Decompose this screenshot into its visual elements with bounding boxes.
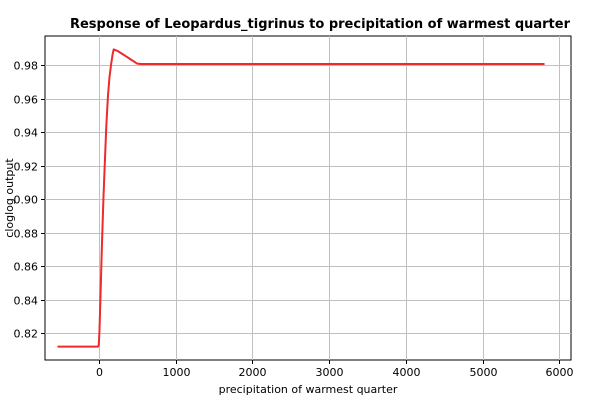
data-point [107,94,109,97]
data-point [102,198,105,201]
x-tick-label: 5000 [470,366,498,379]
x-tick-label: 4000 [393,366,421,379]
data-point [121,52,123,55]
y-axis-label: cloglog output [3,158,16,238]
series-layer [57,48,545,348]
y-tick-label: 0.90 [14,194,39,207]
y-tick-label: 0.84 [14,295,39,308]
x-tick-label: 0 [96,366,103,379]
data-point [105,123,108,125]
data-point [128,57,131,60]
data-point [112,48,115,51]
y-tick-label: 0.86 [14,261,39,274]
grid [45,36,571,360]
data-point [98,344,100,346]
x-tick-label: 2000 [239,366,267,379]
y-tick-label: 0.88 [14,228,39,241]
data-point [124,55,127,57]
data-point [99,302,102,304]
data-point [90,345,92,348]
axis-ticks: 0 1000 2000 3000 4000 5000 6000 0.82 0.84 0.86 0.8… [14,60,574,380]
data-point [132,60,135,62]
x-tick-label: 3000 [316,366,344,379]
x-axis-label: precipitation of warmest quarter [219,383,398,396]
y-tick-label: 0.96 [14,94,39,107]
y-tick-label: 0.82 [14,328,39,341]
data-point [97,345,99,348]
data-point [117,50,119,52]
y-tick-label: 0.98 [14,60,39,73]
chart-title: Response of Leopardus_tigrinus to precip… [70,17,571,32]
data-point [136,62,138,65]
data-point [104,159,106,162]
y-tick-label: 0.92 [14,161,39,174]
data-point [111,53,114,56]
data-point [57,345,59,348]
data-point [108,76,111,78]
plot-area [44,35,572,361]
data-point [110,64,112,67]
y-tick-label: 0.94 [14,127,39,140]
x-tick-label: 6000 [546,366,574,379]
data-point [98,329,101,331]
data-point [543,63,545,65]
data-point [101,248,103,251]
data-point [140,63,142,65]
x-tick-label: 1000 [163,366,191,379]
